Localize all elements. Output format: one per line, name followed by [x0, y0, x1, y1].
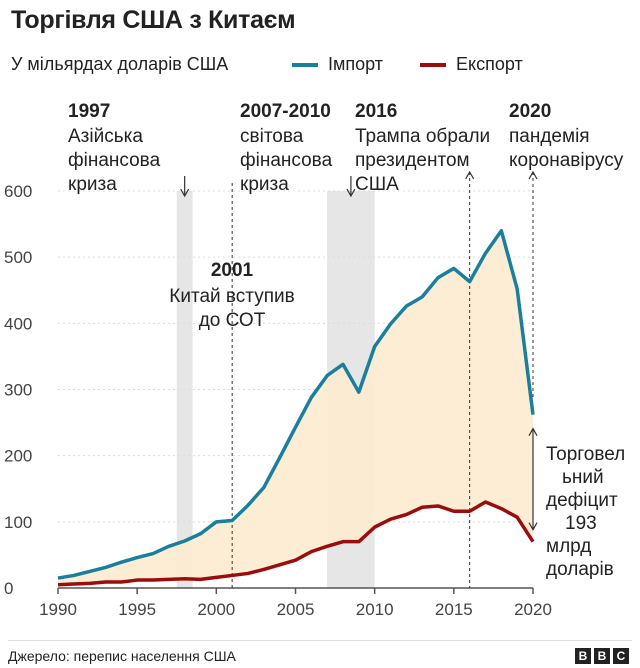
import-series-line [57, 228, 535, 580]
x-tick-label: 2015 [435, 600, 473, 619]
deficit-note-text: доларів [546, 559, 614, 580]
logo-letter: C [613, 648, 629, 664]
annotation-text: президентом [355, 150, 470, 171]
deficit-area [58, 230, 533, 585]
legend-swatch-import [292, 62, 318, 67]
annotation-year: 2020 [509, 101, 551, 122]
y-tick-label: 300 [4, 381, 32, 400]
annotation-text: Азійська [68, 126, 143, 147]
annotation-text: світова [240, 126, 304, 147]
arrow-head [465, 170, 475, 180]
x-tick-label: 1990 [39, 600, 77, 619]
annotation-year: 2007-2010 [240, 101, 331, 122]
annotation-text: фінансова [68, 150, 161, 171]
y-tick-label: 200 [4, 447, 32, 466]
y-tick-label: 400 [4, 314, 32, 333]
x-tick-label: 2000 [197, 600, 235, 619]
annotation-year: 2001 [211, 260, 254, 281]
y-tick-label: 100 [4, 513, 32, 532]
chart-subtitle: У мільярдах доларів США [11, 54, 229, 74]
annotation-text: криза [68, 174, 117, 195]
deficit-note-text: дефіцит [546, 490, 618, 511]
deficit-note-text: 193 [565, 513, 597, 534]
deficit-note-text: ьний [562, 467, 604, 488]
annotation-text: США [355, 174, 399, 195]
annotation-text: пандемія [509, 126, 590, 147]
y-tick-label: 0 [4, 579, 13, 598]
deficit-note-text: млрд [546, 536, 591, 557]
y-tick-label: 500 [4, 248, 32, 267]
logo-letter: B [594, 648, 610, 664]
annotation-text: до СОТ [199, 310, 266, 331]
chart-title: Торгівля США з Китаєм [11, 6, 296, 34]
arrow-head [528, 170, 538, 180]
arrow-head [528, 522, 538, 531]
annotation-text: криза [240, 174, 289, 195]
annotation-year: 1997 [68, 101, 110, 122]
legend-item-export: Експорт [420, 54, 523, 75]
trade-chart: 0 100 200 300 400 500 600 1990 1995 2000 2005 2010 2… [4, 101, 625, 619]
deficit-note-text: Торговел [546, 444, 625, 465]
source-note: Джерело: перепис населення США [8, 648, 236, 664]
legend-swatch-export [420, 62, 446, 67]
annotation-text: коронавірусу [509, 150, 624, 171]
arrow-head [528, 427, 538, 436]
x-tick-label: 2010 [356, 600, 394, 619]
annotation-text: Трампа обрали [355, 126, 490, 147]
annotation-year: 2016 [355, 101, 397, 122]
bbc-logo: B B C [575, 648, 629, 664]
legend-item-import: Імпорт [292, 54, 383, 75]
annotation-text: Китай вступив [169, 286, 294, 307]
x-tick-label: 2020 [514, 600, 552, 619]
annotation-text: фінансова [240, 150, 333, 171]
x-tick-label: 2005 [277, 600, 315, 619]
arrow-head [346, 188, 356, 198]
arrow-head [180, 188, 190, 198]
export-series-line [57, 500, 535, 587]
legend-label-import: Імпорт [328, 54, 383, 74]
footer-divider [8, 640, 632, 641]
legend-label-export: Експорт [456, 54, 523, 74]
logo-letter: B [575, 648, 591, 664]
y-tick-label: 600 [4, 182, 32, 201]
x-tick-label: 1995 [118, 600, 156, 619]
